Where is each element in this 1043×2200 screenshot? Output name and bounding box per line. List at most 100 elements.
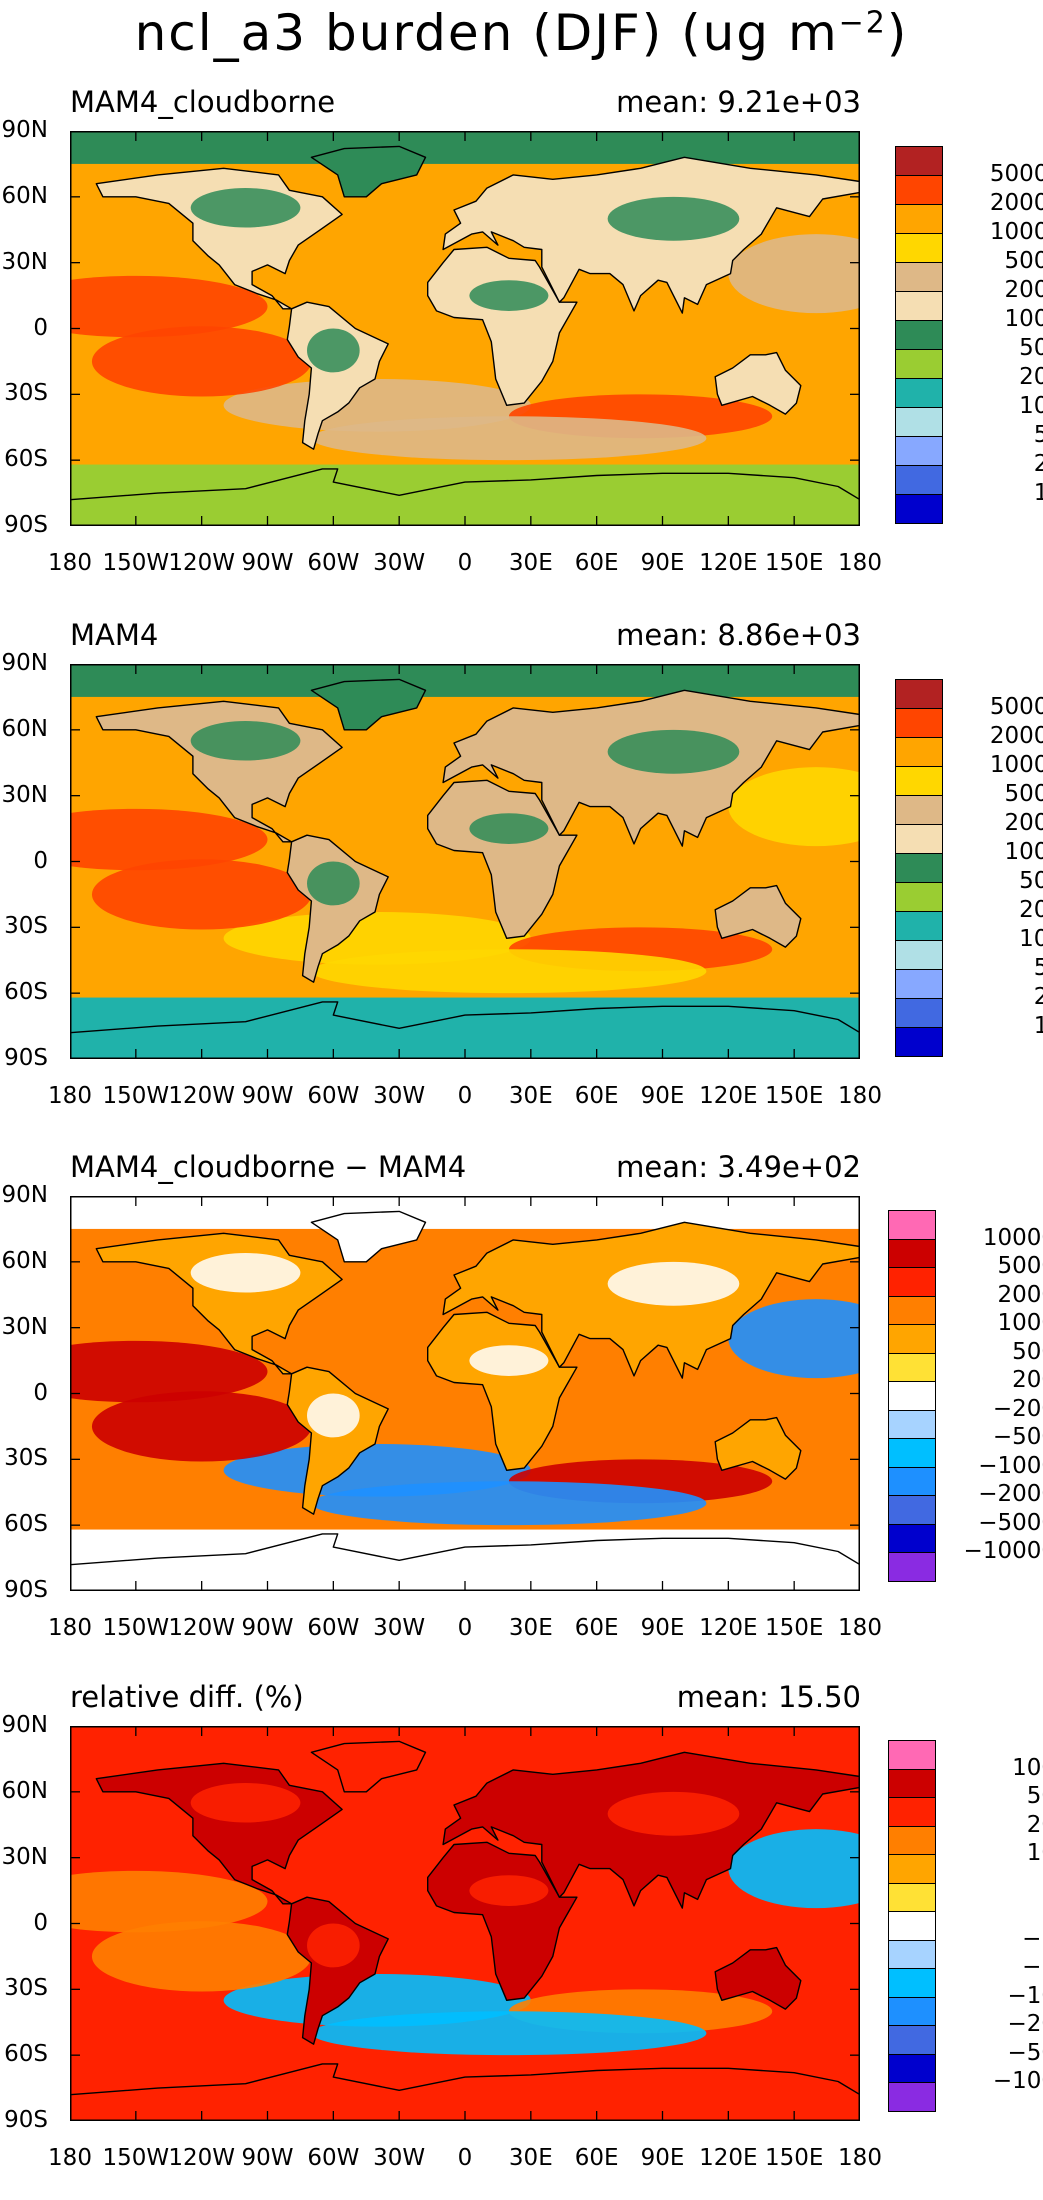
lon-tick-label: 180 bbox=[48, 550, 92, 576]
legend-swatch bbox=[888, 1495, 936, 1525]
lon-tick-label: 90E bbox=[640, 1083, 685, 1109]
legend-swatch bbox=[895, 911, 943, 941]
lon-tick-label: 90W bbox=[241, 1615, 294, 1641]
land-field-blob bbox=[607, 729, 740, 774]
lon-tick-label: 120W bbox=[168, 1615, 235, 1641]
field-blob bbox=[728, 767, 860, 847]
legend-swatch bbox=[895, 679, 943, 709]
legend-label: 2000 bbox=[997, 1281, 1043, 1308]
lon-tick-label: 60W bbox=[307, 1615, 360, 1641]
lon-tick-label: 180 bbox=[838, 550, 882, 576]
legend-label: 1000 bbox=[997, 1310, 1043, 1336]
lon-tick-label: 90W bbox=[241, 2145, 294, 2171]
field-blob bbox=[311, 949, 707, 994]
legend-label: 20 bbox=[1033, 984, 1043, 1010]
lat-tick-label: 0 bbox=[33, 847, 48, 874]
panel-title: MAM4 bbox=[70, 618, 159, 652]
map-canvas bbox=[70, 131, 860, 526]
lon-tick-label: 90E bbox=[640, 550, 685, 576]
legend-label: 5000 bbox=[1004, 248, 1043, 274]
legend-swatch bbox=[895, 824, 943, 854]
lon-tick-label: 0 bbox=[457, 2145, 473, 2171]
legend-label: 20000 bbox=[989, 190, 1043, 216]
legend-label: −50 bbox=[1007, 2039, 1043, 2066]
lon-tick-label: 0 bbox=[457, 550, 473, 576]
legend-swatch bbox=[895, 853, 943, 883]
legend-swatch bbox=[895, 378, 943, 408]
legend-swatch bbox=[895, 233, 943, 263]
legend-swatch bbox=[895, 940, 943, 970]
field-blob bbox=[70, 1870, 268, 1933]
legend-swatch bbox=[895, 708, 943, 738]
field-blob bbox=[728, 1829, 860, 1909]
legend-label: −1000 bbox=[978, 1452, 1043, 1479]
field-blob bbox=[91, 326, 312, 397]
field-blob bbox=[311, 2011, 707, 2056]
antarctica-coastline bbox=[70, 468, 860, 526]
lat-tick-label: 30S bbox=[4, 1445, 48, 1472]
lon-tick-label: 60E bbox=[574, 550, 619, 576]
land-field-blob bbox=[469, 1345, 549, 1376]
legend-label: 10 bbox=[1033, 1013, 1043, 1039]
contour-map bbox=[70, 1726, 860, 2121]
legend-label: 50 bbox=[1026, 1783, 1043, 1809]
legend-label: 50 bbox=[1033, 422, 1043, 448]
legend-label: −10000 bbox=[963, 1538, 1043, 1564]
lon-tick-label: 180 bbox=[48, 1615, 92, 1641]
legend-label: 200 bbox=[1019, 897, 1043, 923]
legend-swatch bbox=[888, 1911, 936, 1941]
legend-swatch bbox=[895, 882, 943, 912]
lat-tick-label: 90S bbox=[4, 2107, 48, 2133]
land-field-blob bbox=[307, 328, 360, 373]
lon-tick-label: 90W bbox=[241, 1083, 294, 1109]
legend-label: 10000 bbox=[989, 752, 1043, 778]
antarctica-coastline bbox=[70, 2063, 860, 2121]
legend-label: 50000 bbox=[989, 161, 1043, 187]
land-field-blob bbox=[190, 1253, 301, 1293]
australia-coastline bbox=[714, 1416, 802, 1480]
lon-tick-label: 120E bbox=[699, 2145, 758, 2171]
map-panel-1: MAM4_cloudborne mean: 9.21e+03 90N 60N 30N 0 3… bbox=[0, 85, 1043, 605]
land-field-blob bbox=[190, 188, 301, 228]
lat-tick-label: 60S bbox=[4, 446, 48, 473]
field-blob bbox=[728, 234, 860, 314]
australia-coastline bbox=[714, 884, 802, 948]
map-panel-2: MAM4 mean: 8.86e+03 90N 60N 30N 0 30S 60S 90S 180… bbox=[0, 618, 1043, 1138]
legend-swatch bbox=[888, 1238, 936, 1268]
lon-tick-label: 90E bbox=[640, 2145, 685, 2171]
legend-label: 10 bbox=[1033, 480, 1043, 506]
legend-swatch bbox=[895, 320, 943, 350]
lat-tick-label: 60N bbox=[1, 1777, 48, 1804]
figure-title-close: ) bbox=[886, 4, 909, 62]
field-blob bbox=[311, 416, 707, 461]
legend-swatch bbox=[888, 1768, 936, 1798]
lon-tick-label: 150E bbox=[764, 1083, 824, 1109]
lon-tick-label: 180 bbox=[838, 2145, 882, 2171]
legend-swatch bbox=[888, 1854, 936, 1884]
lon-tick-label: 120W bbox=[168, 1083, 235, 1109]
legend-swatch bbox=[888, 2082, 936, 2112]
legend-swatch bbox=[888, 1438, 936, 1468]
map-canvas bbox=[70, 1726, 860, 2121]
contour-map bbox=[70, 664, 860, 1059]
legend-swatch bbox=[888, 1324, 936, 1354]
legend-label: −5 bbox=[1022, 1954, 1043, 1980]
lon-tick-label: 120E bbox=[699, 1083, 758, 1109]
contour-map bbox=[70, 131, 860, 526]
land-field-blob bbox=[307, 1923, 360, 1968]
lat-tick-label: 90N bbox=[1, 1712, 48, 1738]
lon-tick-label: 0 bbox=[457, 1615, 473, 1641]
panel-mean-value: mean: 15.50 bbox=[676, 1680, 861, 1714]
legend-label: 20000 bbox=[989, 723, 1043, 749]
legend-swatch bbox=[895, 175, 943, 205]
land-field-blob bbox=[607, 1791, 740, 1836]
lon-tick-label: 30E bbox=[508, 1083, 553, 1109]
field-blob bbox=[70, 808, 268, 871]
lon-tick-label: 60W bbox=[307, 550, 360, 576]
legend-label: 2000 bbox=[1004, 810, 1043, 836]
lat-tick-label: 90N bbox=[1, 117, 48, 143]
legend-label: −10 bbox=[1007, 1982, 1043, 2009]
legend-swatch bbox=[888, 1295, 936, 1325]
legend-swatch bbox=[888, 1968, 936, 1998]
land-field-blob bbox=[607, 196, 740, 241]
